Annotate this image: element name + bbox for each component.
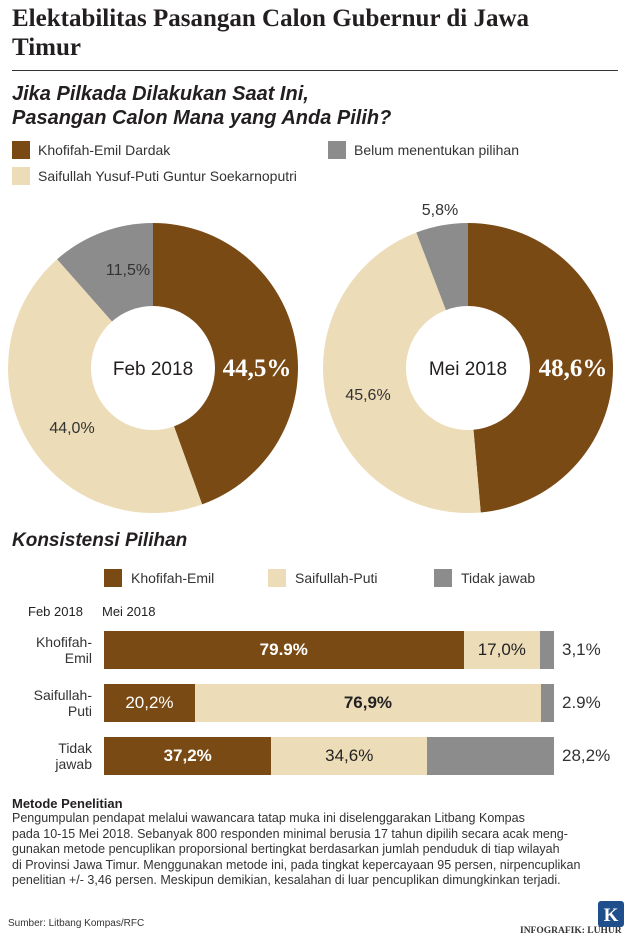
infographic-credit: INFOGRAFIK: LUHUR [520, 926, 622, 936]
method-line: penelitian +/- 3,46 persen. Meskipun dem… [12, 873, 561, 887]
bar-value-label-outside: 2.9% [562, 693, 601, 712]
legend-swatch-saifullah [12, 167, 30, 185]
bar-seg-tidak [427, 737, 554, 775]
donut-slice-khofifah [153, 223, 298, 505]
bar-seg-khofifah: 37,2% [104, 737, 272, 775]
legend-label-belum: Belum menentukan pilihan [354, 142, 519, 158]
bar-seg-saifullah: 17,0% [463, 631, 541, 669]
donut-center-label: Feb 2018 [113, 359, 193, 380]
bar-row-label-line: Khofifah- [35, 634, 92, 650]
bar-seg-khofifah: 79.9% [104, 631, 464, 669]
poll-question-line-2: Pasangan Calon Mana yang Anda Pilih? [12, 107, 392, 129]
legend2-swatch-saifullah [268, 569, 286, 587]
donut-slice-belum [57, 223, 153, 322]
legend2-swatch-tidak [434, 569, 452, 587]
donut-label-belum: 5,8% [422, 202, 458, 219]
method-line: gunakan metode pencuplikan proporsional … [12, 842, 560, 856]
poll-question-line-1: Jika Pilkada Dilakukan Saat Ini, [12, 83, 309, 105]
bar-row: 79.9% 17,0% [104, 631, 554, 669]
page-title: Elektabilitas Pasangan Calon Gubernur di… [12, 5, 530, 61]
donut-label-khofifah: 44,5% [223, 355, 292, 382]
bar-value-label: 79.9% [259, 640, 308, 659]
donut-label-belum: 11,5% [106, 262, 150, 279]
legend-swatch-belum [328, 141, 346, 159]
method-body: Pengumpulan pendapat melalui wawancara t… [12, 811, 618, 889]
method-line: di Provinsi Jawa Timur. Menggunakan meto… [12, 857, 581, 872]
donut-label-saifullah: 45,6% [345, 387, 390, 404]
method-line: Pengumpulan pendapat melalui wawancara t… [12, 811, 525, 825]
bar-row-label-line: Emil [64, 650, 92, 666]
section-title: Konsistensi Pilihan [12, 530, 188, 551]
donut-slice-saifullah [323, 232, 481, 513]
bar-seg-saifullah: 34,6% [271, 737, 428, 775]
donut-feb-2018: Feb 2018 44,5% 44,0% 11,5% [7, 223, 298, 513]
bar-row-label-line: jawab [55, 756, 92, 772]
bar-value-label-outside: 3,1% [562, 640, 601, 659]
legend-swatch-khofifah [12, 141, 30, 159]
bar-value-label: 34,6% [325, 746, 374, 765]
bar-value-label: 17,0% [477, 640, 526, 659]
donut-slice-khofifah [468, 223, 613, 513]
bar-row-label: Saifullah- Puti [12, 687, 92, 719]
donut-slice-belum [416, 223, 468, 311]
donut-label-saifullah: 44,0% [49, 420, 94, 437]
legend2-label-khofifah: Khofifah-Emil [131, 570, 215, 586]
source-note: Sumber: Litbang Kompas/RFC [8, 918, 145, 929]
legend-label-khofifah: Khofifah-Emil Dardak [38, 142, 171, 158]
method-title: Metode Penelitian [12, 796, 123, 811]
bar-value-label: 76,9% [343, 693, 393, 712]
bar-value-label-outside: 28,2% [562, 746, 611, 765]
donut-label-khofifah: 48,6% [539, 355, 608, 382]
bar-value-label: 37,2% [163, 746, 212, 765]
legend2-label-saifullah: Saifullah-Puti [295, 570, 378, 586]
bar-row: 37,2% 34,6% [104, 737, 554, 775]
bar-row-label: Tidak jawab [12, 740, 92, 772]
bar-seg-tidak [540, 684, 554, 722]
axis-label-feb: Feb 2018 [28, 604, 83, 619]
donut-center-label: Mei 2018 [429, 359, 507, 380]
svg-text:K: K [604, 905, 619, 926]
donut-slice-saifullah [7, 259, 203, 513]
legend2-label-tidak: Tidak jawab [461, 570, 536, 586]
title-divider [12, 70, 618, 71]
donut-charts: Feb 2018 44,5% 44,0% 11,5% Mei 2018 48,6% 45,… [7, 202, 613, 513]
bar-seg-saifullah: 76,9% [194, 684, 541, 722]
bar-row-label-line: Puti [67, 703, 92, 719]
legend2-swatch-khofifah [104, 569, 122, 587]
method-line: pada 10-15 Mei 2018. Sebanyak 800 respon… [12, 826, 568, 841]
bar-seg-khofifah: 20,2% [104, 684, 195, 722]
bar-seg-tidak [540, 631, 554, 669]
poll-question: Jika Pilkada Dilakukan Saat Ini, Pasanga… [12, 82, 612, 130]
kompas-logo-icon: K [598, 901, 624, 927]
bar-row: 20,2% 76,9% [104, 684, 554, 722]
bar-row-label-line: Tidak [58, 740, 92, 756]
legend-label-saifullah: Saifullah Yusuf-Puti Guntur Soekarnoputr… [38, 168, 297, 184]
axis-label-mei: Mei 2018 [102, 604, 156, 619]
donut-mei-2018: Mei 2018 48,6% 45,6% 5,8% [323, 202, 613, 513]
bar-value-label: 20,2% [125, 693, 174, 712]
bar-row-label: Khofifah- Emil [12, 634, 92, 666]
bar-row-label-line: Saifullah- [33, 687, 92, 703]
